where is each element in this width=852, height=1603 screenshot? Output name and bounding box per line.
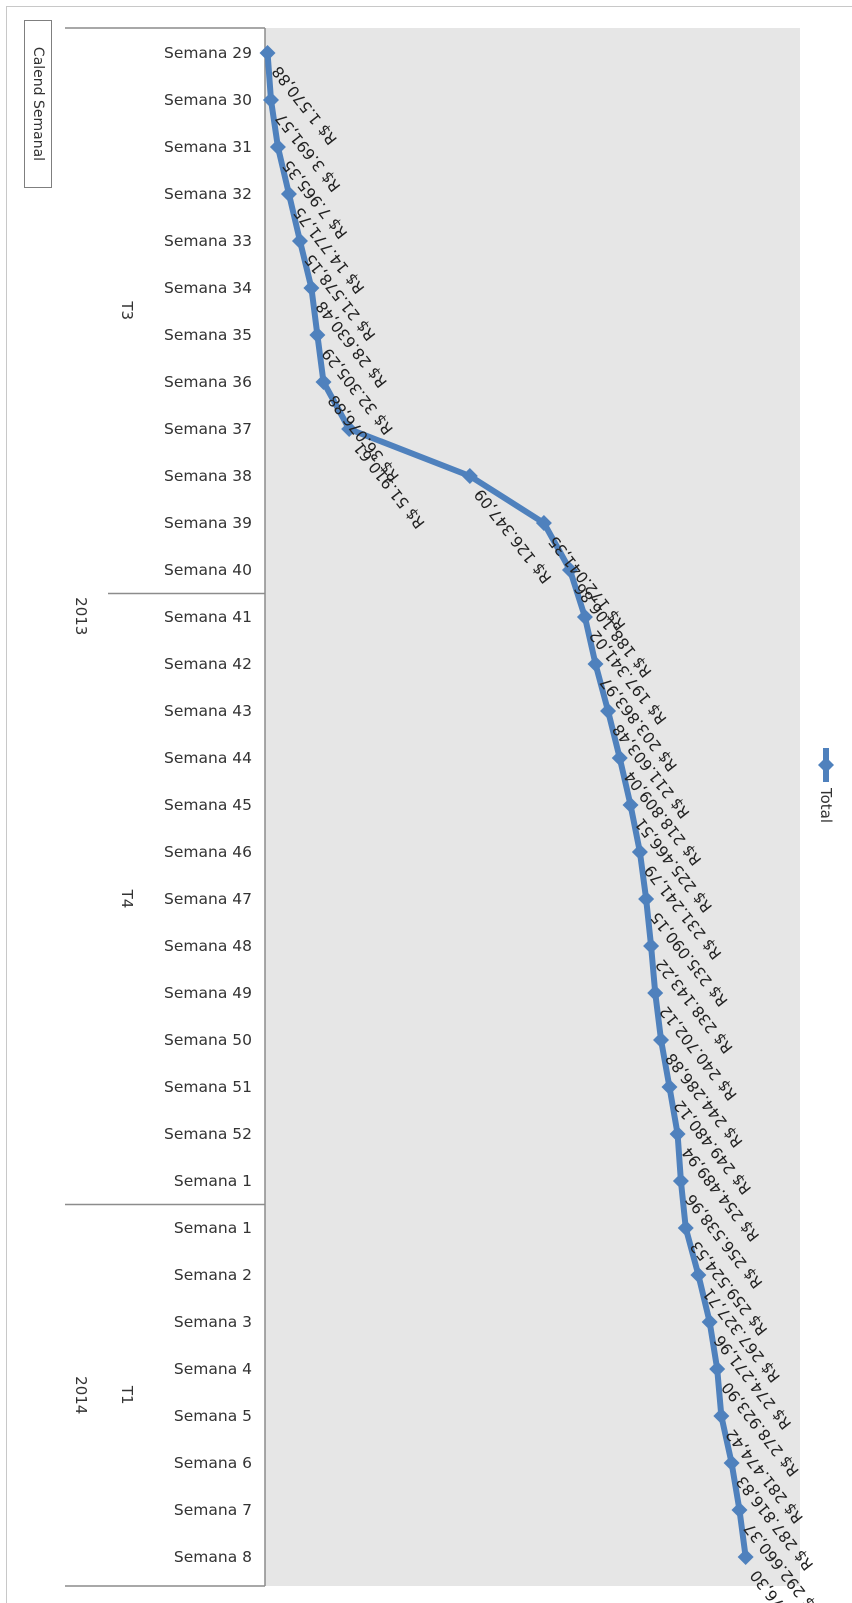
data-point-marker — [600, 703, 617, 719]
category-label: Semana 1 — [174, 1219, 252, 1237]
category-label: Semana 39 — [164, 514, 252, 532]
legend-label: Total — [817, 787, 835, 823]
category-label: Semana 46 — [164, 843, 252, 861]
category-axis: Semana 29 Semana 30 Semana 31 Semana 32 Sema… — [65, 27, 266, 1587]
category-label: Semana 2 — [174, 1266, 252, 1284]
category-label: Semana 3 — [174, 1313, 252, 1331]
category-label: Semana 7 — [174, 1501, 252, 1519]
category-label: Semana 32 — [164, 185, 252, 203]
category-label: Semana 33 — [164, 232, 252, 250]
category-label: Semana 51 — [164, 1078, 252, 1096]
series-total — [259, 45, 754, 1565]
data-point-marker — [731, 1502, 748, 1518]
category-label: Semana 52 — [164, 1125, 252, 1143]
data-point-marker — [677, 1220, 694, 1236]
category-label: Semana 6 — [174, 1454, 252, 1472]
data-point-marker — [611, 750, 628, 766]
legend-marker — [818, 757, 834, 773]
data-point-marker — [461, 468, 478, 484]
data-point-marker — [631, 844, 648, 860]
data-point-marker — [291, 233, 308, 249]
data-point-marker — [341, 421, 358, 437]
category-label: Semana 30 — [164, 91, 252, 109]
category-label: Semana 48 — [164, 937, 252, 955]
data-point-marker — [647, 985, 664, 1001]
category-label: Semana 40 — [164, 561, 252, 579]
category-label: Semana 29 — [164, 44, 252, 62]
legend: Total — [817, 748, 835, 823]
category-label: Semana 37 — [164, 420, 252, 438]
quarter-label: T3 — [118, 300, 136, 320]
data-point-marker — [709, 1361, 726, 1377]
data-point-marker — [638, 891, 655, 907]
category-label: Semana 8 — [174, 1548, 252, 1566]
year-label: 2013 — [72, 597, 90, 635]
year-label: 2014 — [72, 1376, 90, 1414]
category-label: Semana 5 — [174, 1407, 252, 1425]
category-label: Semana 1 — [174, 1172, 252, 1190]
data-point-marker — [561, 562, 578, 578]
data-point-marker — [653, 1032, 670, 1048]
category-label: Semana 36 — [164, 373, 252, 391]
quarter-label: T4 — [118, 889, 136, 909]
category-label: Semana 42 — [164, 655, 252, 673]
category-label: Semana 45 — [164, 796, 252, 814]
data-point-marker — [723, 1455, 740, 1471]
data-point-marker — [309, 327, 326, 343]
category-label: Semana 44 — [164, 749, 252, 767]
data-point-marker — [535, 515, 552, 531]
data-point-marker — [701, 1314, 718, 1330]
chart-frame — [6, 6, 852, 1603]
category-label: Semana 4 — [174, 1360, 252, 1378]
category-label: Semana 50 — [164, 1031, 252, 1049]
data-point-marker — [643, 938, 660, 954]
category-label: Semana 49 — [164, 984, 252, 1002]
category-label: Semana 35 — [164, 326, 252, 344]
data-point-marker — [672, 1173, 689, 1189]
data-point-marker — [303, 280, 320, 296]
data-point-marker — [669, 1126, 686, 1142]
quarter-label: T1 — [118, 1385, 136, 1405]
data-point-marker — [576, 609, 593, 625]
data-point-marker — [315, 374, 332, 390]
data-point-marker — [280, 186, 297, 202]
data-point-marker — [737, 1549, 754, 1565]
category-label: Semana 34 — [164, 279, 252, 297]
data-point-marker — [661, 1079, 678, 1095]
data-point-marker — [690, 1267, 707, 1283]
data-point-marker — [259, 45, 276, 61]
category-label: Semana 47 — [164, 890, 252, 908]
data-point-marker — [587, 656, 604, 672]
data-point-marker — [713, 1408, 730, 1424]
category-label: Semana 31 — [164, 138, 252, 156]
category-label: Semana 43 — [164, 702, 252, 720]
data-point-marker — [262, 92, 279, 108]
category-label: Semana 38 — [164, 467, 252, 485]
field-filter-button[interactable]: Calend Semanal — [24, 20, 52, 188]
category-label: Semana 41 — [164, 608, 252, 626]
data-point-marker — [269, 139, 286, 155]
data-point-marker — [622, 797, 639, 813]
